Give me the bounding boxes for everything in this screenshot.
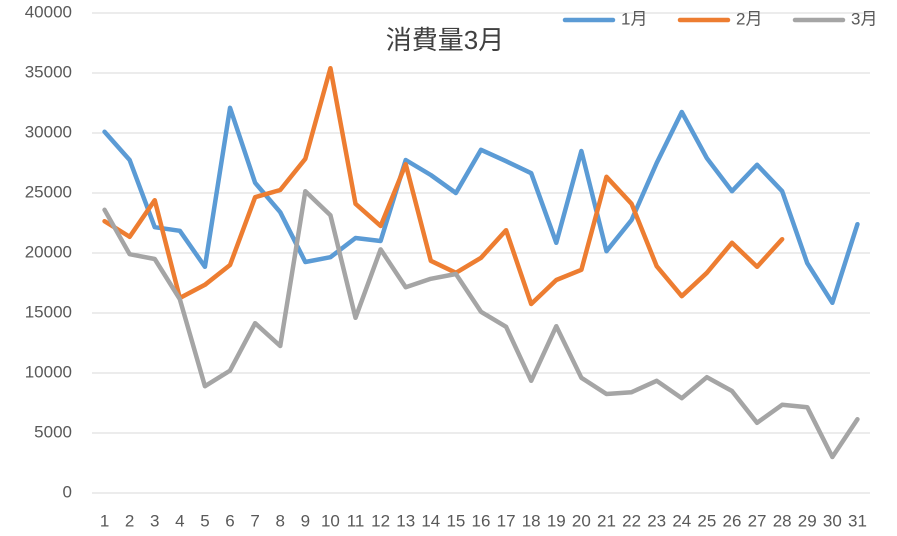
x-tick-label: 4 xyxy=(175,511,184,530)
x-tick-label: 5 xyxy=(200,511,209,530)
x-tick-label: 31 xyxy=(848,511,867,530)
x-tick-label: 9 xyxy=(301,511,310,530)
x-tick-label: 1 xyxy=(100,511,109,530)
x-tick-label: 21 xyxy=(597,511,616,530)
x-tick-label: 6 xyxy=(225,511,234,530)
x-tick-label: 29 xyxy=(798,511,817,530)
chart-title: 消費量3月 xyxy=(386,25,504,55)
x-tick-label: 23 xyxy=(647,511,666,530)
x-tick-label: 18 xyxy=(522,511,541,530)
x-tick-label: 12 xyxy=(371,511,390,530)
x-tick-label: 14 xyxy=(421,511,440,530)
x-tick-label: 28 xyxy=(773,511,792,530)
legend-label: 1月 xyxy=(621,9,647,28)
x-tick-label: 13 xyxy=(396,511,415,530)
x-tick-label: 24 xyxy=(672,511,691,530)
x-tick-label: 26 xyxy=(723,511,742,530)
y-tick-label: 10000 xyxy=(25,362,72,381)
x-tick-label: 20 xyxy=(572,511,591,530)
y-tick-label: 20000 xyxy=(25,242,72,261)
x-tick-label: 3 xyxy=(150,511,159,530)
x-tick-label: 11 xyxy=(347,511,365,530)
x-tick-label: 2 xyxy=(125,511,134,530)
x-tick-label: 25 xyxy=(697,511,716,530)
x-tick-label: 27 xyxy=(748,511,767,530)
y-tick-label: 35000 xyxy=(25,62,72,81)
x-tick-label: 30 xyxy=(823,511,842,530)
x-tick-label: 10 xyxy=(321,511,340,530)
y-tick-label: 30000 xyxy=(25,122,72,141)
y-tick-label: 5000 xyxy=(34,422,72,441)
x-tick-label: 17 xyxy=(497,511,516,530)
series-line xyxy=(102,105,860,306)
y-tick-label: 25000 xyxy=(25,182,72,201)
legend-label: 2月 xyxy=(736,9,762,28)
y-tick-label: 15000 xyxy=(25,302,72,321)
x-tick-label: 15 xyxy=(446,511,465,530)
y-tick-label: 0 xyxy=(63,482,72,501)
x-tick-label: 19 xyxy=(547,511,566,530)
x-tick-label: 7 xyxy=(250,511,259,530)
legend-label: 3月 xyxy=(851,9,877,28)
x-tick-label: 16 xyxy=(472,511,491,530)
y-tick-label: 40000 xyxy=(25,2,72,21)
series-line xyxy=(102,65,785,307)
x-tick-label: 22 xyxy=(622,511,641,530)
x-tick-label: 8 xyxy=(275,511,284,530)
series-line xyxy=(102,188,860,460)
